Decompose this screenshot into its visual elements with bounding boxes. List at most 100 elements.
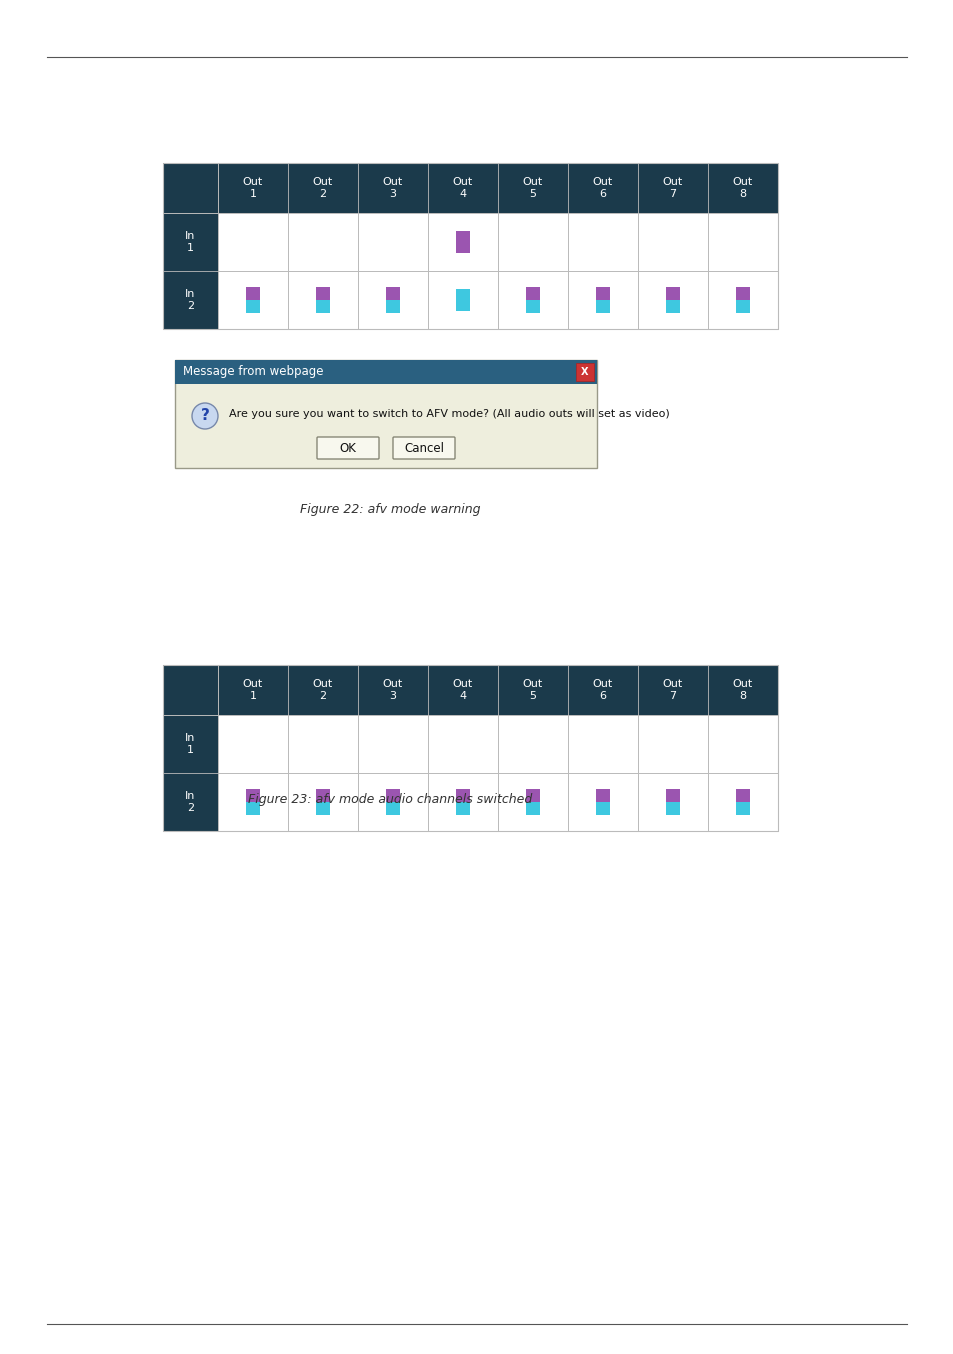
Bar bbox=[707, 715, 778, 773]
Text: Figure 22: afv mode warning: Figure 22: afv mode warning bbox=[299, 504, 479, 516]
Bar bbox=[707, 773, 778, 831]
Bar bbox=[497, 773, 567, 831]
Bar bbox=[315, 287, 330, 301]
Text: Out
7: Out 7 bbox=[662, 177, 682, 199]
Text: Out
3: Out 3 bbox=[382, 177, 403, 199]
Bar bbox=[665, 287, 679, 301]
Text: OK: OK bbox=[339, 441, 356, 455]
Bar bbox=[707, 213, 778, 271]
Text: Are you sure you want to switch to AFV mode? (All audio outs will set as video): Are you sure you want to switch to AFV m… bbox=[229, 409, 669, 418]
Bar bbox=[525, 789, 539, 802]
Bar bbox=[456, 789, 470, 802]
Bar bbox=[288, 715, 357, 773]
Text: Out
2: Out 2 bbox=[313, 680, 333, 701]
FancyBboxPatch shape bbox=[393, 437, 455, 459]
Text: Out
5: Out 5 bbox=[522, 680, 542, 701]
Bar bbox=[163, 162, 778, 329]
Bar bbox=[315, 802, 330, 815]
Bar bbox=[665, 301, 679, 313]
Bar bbox=[428, 715, 497, 773]
Bar bbox=[357, 773, 428, 831]
Bar bbox=[638, 271, 707, 329]
Bar bbox=[456, 232, 470, 253]
Text: Out
6: Out 6 bbox=[592, 177, 613, 199]
Bar bbox=[174, 360, 597, 385]
Text: X: X bbox=[580, 367, 588, 376]
Text: Out
8: Out 8 bbox=[732, 680, 752, 701]
Bar bbox=[497, 213, 567, 271]
Text: Message from webpage: Message from webpage bbox=[183, 366, 323, 379]
Bar bbox=[525, 802, 539, 815]
Bar bbox=[707, 271, 778, 329]
Bar bbox=[163, 213, 218, 271]
Bar bbox=[386, 789, 399, 802]
Bar bbox=[218, 773, 288, 831]
Bar bbox=[567, 271, 638, 329]
Bar bbox=[288, 213, 357, 271]
Bar bbox=[288, 271, 357, 329]
Bar bbox=[246, 789, 260, 802]
Bar bbox=[596, 301, 609, 313]
Bar bbox=[735, 301, 749, 313]
Bar bbox=[638, 213, 707, 271]
Bar bbox=[497, 715, 567, 773]
Text: In
1: In 1 bbox=[185, 232, 195, 253]
Bar bbox=[218, 213, 288, 271]
Bar bbox=[246, 301, 260, 313]
Bar bbox=[735, 789, 749, 802]
Bar bbox=[428, 773, 497, 831]
Text: Out
5: Out 5 bbox=[522, 177, 542, 199]
Bar bbox=[163, 665, 778, 831]
Text: Out
4: Out 4 bbox=[453, 177, 473, 199]
Bar bbox=[735, 802, 749, 815]
Bar bbox=[638, 715, 707, 773]
Text: Out
6: Out 6 bbox=[592, 680, 613, 701]
Bar bbox=[357, 213, 428, 271]
Bar bbox=[735, 287, 749, 301]
Bar bbox=[456, 288, 470, 311]
Bar bbox=[428, 213, 497, 271]
Bar bbox=[596, 287, 609, 301]
Text: Out
1: Out 1 bbox=[243, 680, 263, 701]
Bar bbox=[567, 773, 638, 831]
FancyBboxPatch shape bbox=[316, 437, 378, 459]
Bar bbox=[638, 773, 707, 831]
Bar bbox=[357, 715, 428, 773]
Text: Out
4: Out 4 bbox=[453, 680, 473, 701]
Bar bbox=[163, 162, 778, 213]
Bar bbox=[163, 271, 218, 329]
Bar bbox=[665, 802, 679, 815]
Bar bbox=[456, 802, 470, 815]
Bar bbox=[525, 301, 539, 313]
Bar bbox=[497, 271, 567, 329]
Bar bbox=[315, 301, 330, 313]
Bar bbox=[163, 773, 218, 831]
Text: In
2: In 2 bbox=[185, 791, 195, 812]
Bar bbox=[174, 360, 597, 468]
Bar bbox=[163, 665, 778, 715]
Bar bbox=[428, 271, 497, 329]
Text: Cancel: Cancel bbox=[403, 441, 443, 455]
Text: In
1: In 1 bbox=[185, 734, 195, 754]
Text: Figure 23: afv mode audio channels switched: Figure 23: afv mode audio channels switc… bbox=[248, 793, 532, 807]
Bar bbox=[218, 271, 288, 329]
Bar bbox=[525, 287, 539, 301]
Circle shape bbox=[192, 403, 218, 429]
Bar bbox=[567, 213, 638, 271]
Bar bbox=[246, 287, 260, 301]
Text: Out
7: Out 7 bbox=[662, 680, 682, 701]
Text: In
2: In 2 bbox=[185, 290, 195, 311]
Bar bbox=[357, 271, 428, 329]
Bar bbox=[163, 715, 218, 773]
Bar bbox=[246, 802, 260, 815]
Bar bbox=[596, 789, 609, 802]
Text: Out
1: Out 1 bbox=[243, 177, 263, 199]
Bar bbox=[315, 789, 330, 802]
Bar bbox=[218, 715, 288, 773]
Text: ?: ? bbox=[200, 409, 210, 424]
Text: Out
2: Out 2 bbox=[313, 177, 333, 199]
Bar bbox=[386, 301, 399, 313]
Bar bbox=[567, 715, 638, 773]
Bar bbox=[596, 802, 609, 815]
Bar bbox=[576, 363, 594, 380]
